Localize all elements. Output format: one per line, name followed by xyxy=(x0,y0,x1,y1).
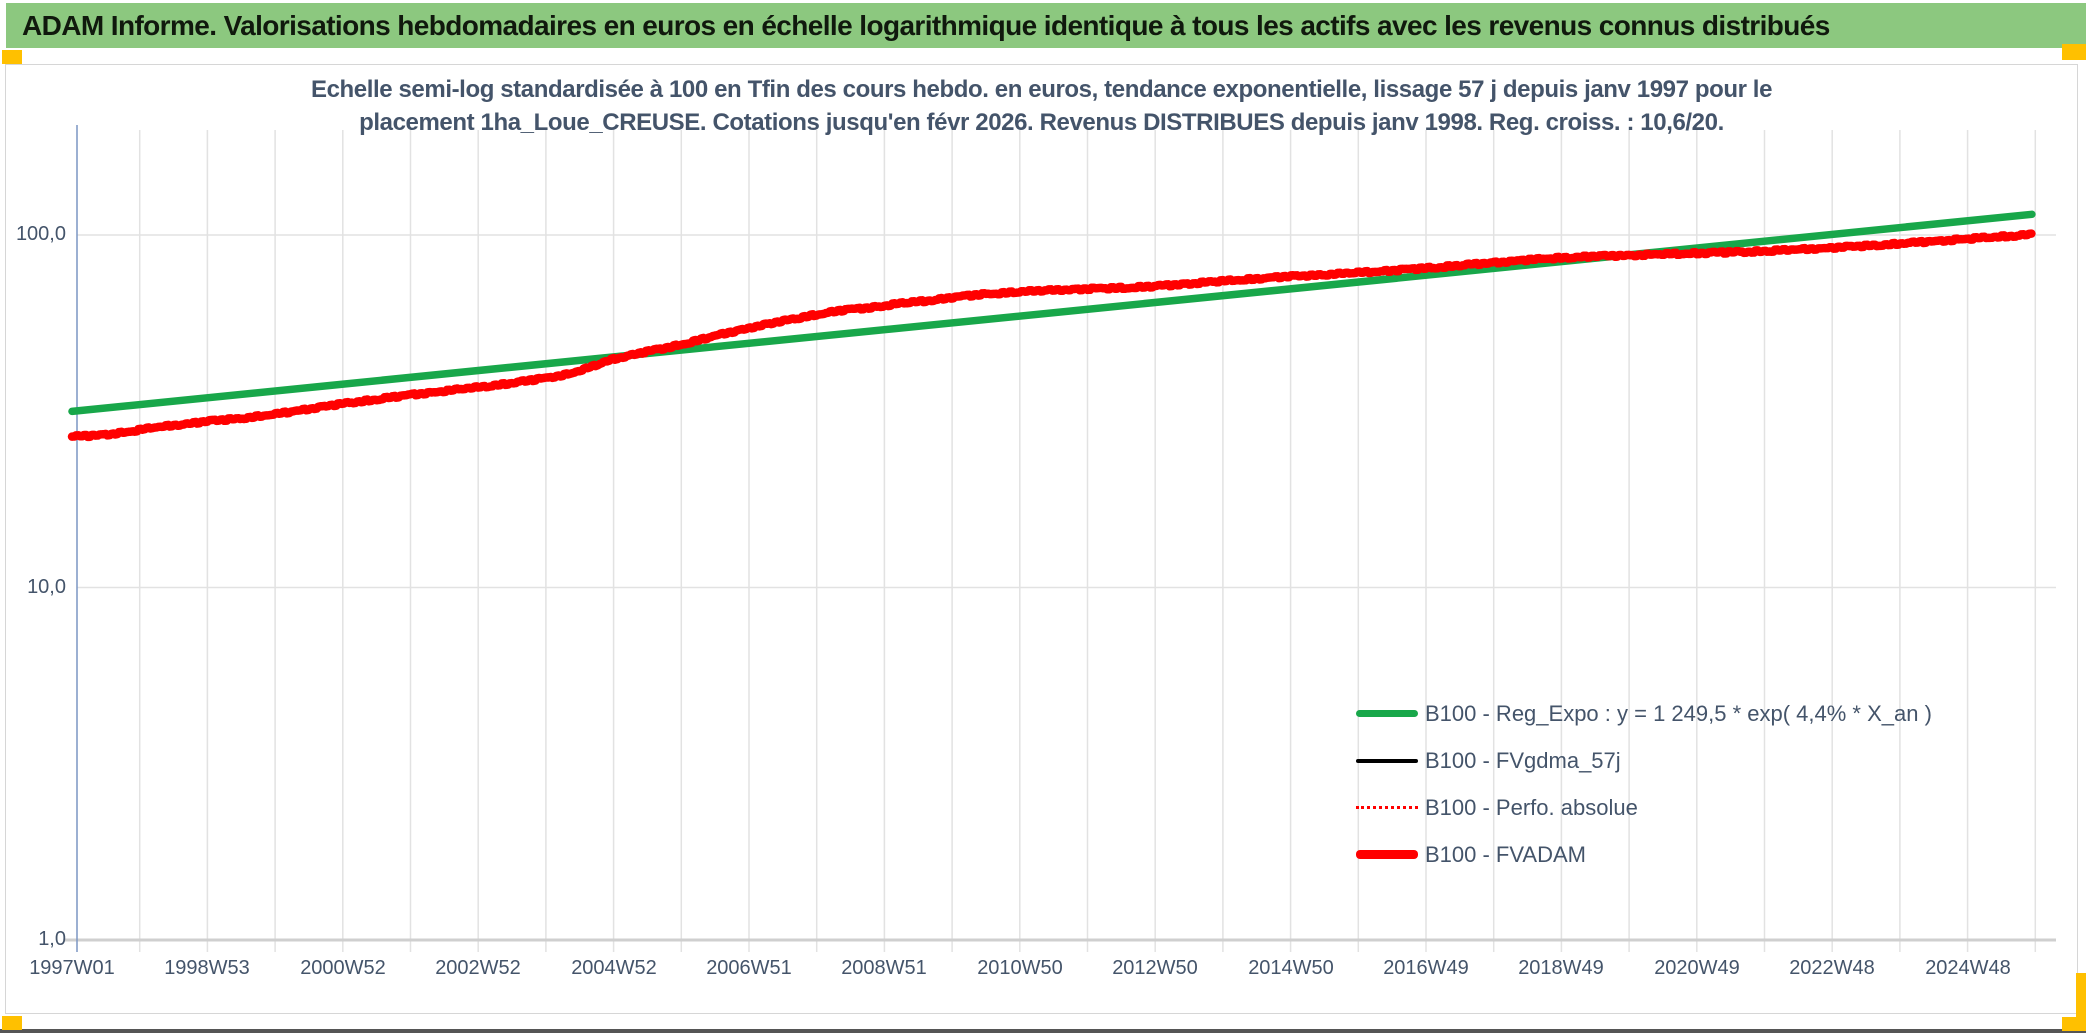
accent-stripe-right xyxy=(2076,973,2086,1031)
header-band: ADAM Informe. Valorisations hebdomadaire… xyxy=(6,3,2086,48)
y-tick-label: 1,0 xyxy=(38,928,66,950)
legend-label: B100 - FVADAM xyxy=(1425,841,1586,867)
accent-square-top-left xyxy=(2,50,22,64)
x-tick-label: 2010W50 xyxy=(977,957,1063,979)
accent-square-top-right xyxy=(2062,44,2086,60)
legend-label: B100 - Perfo. absolue xyxy=(1425,794,1638,820)
legend-entry[interactable]: B100 - Reg_Expo : y = 1 249,5 * exp( 4,4… xyxy=(1356,690,1932,737)
legend-entry[interactable]: B100 - Perfo. absolue xyxy=(1356,784,1932,831)
x-tick-label: 2000W52 xyxy=(300,957,386,979)
bottom-border-line xyxy=(0,1029,2086,1033)
legend-line-sample xyxy=(1356,758,1418,763)
x-tick-label: 2018W49 xyxy=(1518,957,1604,979)
accent-square-bottom-right xyxy=(2062,1017,2086,1031)
legend[interactable]: B100 - Reg_Expo : y = 1 249,5 * exp( 4,4… xyxy=(1356,690,1932,878)
legend-label: B100 - Reg_Expo : y = 1 249,5 * exp( 4,4… xyxy=(1425,700,1932,726)
chart-title: Echelle semi-log standardisée à 100 en T… xyxy=(6,73,2077,139)
x-tick-label: 2022W48 xyxy=(1789,957,1875,979)
chart-panel[interactable]: Echelle semi-log standardisée à 100 en T… xyxy=(5,64,2078,1014)
horizontal-gridlines xyxy=(64,234,2056,942)
x-tick-label: 2012W50 xyxy=(1112,957,1198,979)
series-line-3[interactable] xyxy=(67,229,2036,442)
series-line-0[interactable] xyxy=(68,210,2036,416)
x-tick-label: 2016W49 xyxy=(1383,957,1469,979)
x-tick-label: 2024W48 xyxy=(1925,957,2011,979)
x-tick-label: 1998W53 xyxy=(164,957,250,979)
legend-entry[interactable]: B100 - FVADAM xyxy=(1356,831,1932,878)
x-tick-label: 2004W52 xyxy=(571,957,657,979)
y-tick-label: 100,0 xyxy=(15,223,66,245)
legend-line-sample xyxy=(1356,709,1418,718)
x-tick-label: 1997W01 xyxy=(29,957,115,979)
x-tick-label: 2014W50 xyxy=(1248,957,1334,979)
y-tick-label: 10,0 xyxy=(27,576,66,598)
x-tick-label: 2008W51 xyxy=(841,957,927,979)
chart-title-line2: placement 1ha_Loue_CREUSE. Cotations jus… xyxy=(359,109,1724,136)
vertical-gridlines xyxy=(138,130,2037,952)
x-tick-label: 2002W52 xyxy=(435,957,521,979)
x-tick-label: 2020W49 xyxy=(1654,957,1740,979)
chart-title-line1: Echelle semi-log standardisée à 100 en T… xyxy=(310,76,1773,103)
series-line-1[interactable] xyxy=(70,231,2034,439)
legend-entry[interactable]: B100 - FVgdma_57j xyxy=(1356,737,1932,784)
page-title: ADAM Informe. Valorisations hebdomadaire… xyxy=(22,9,1830,41)
accent-square-bottom-left xyxy=(2,1016,22,1030)
legend-label: B100 - FVgdma_57j xyxy=(1425,747,1621,773)
x-tick-label: 2006W51 xyxy=(706,957,792,979)
series-line-2[interactable] xyxy=(70,232,2033,439)
legend-line-sample xyxy=(1356,850,1418,859)
legend-line-sample xyxy=(1356,806,1418,809)
